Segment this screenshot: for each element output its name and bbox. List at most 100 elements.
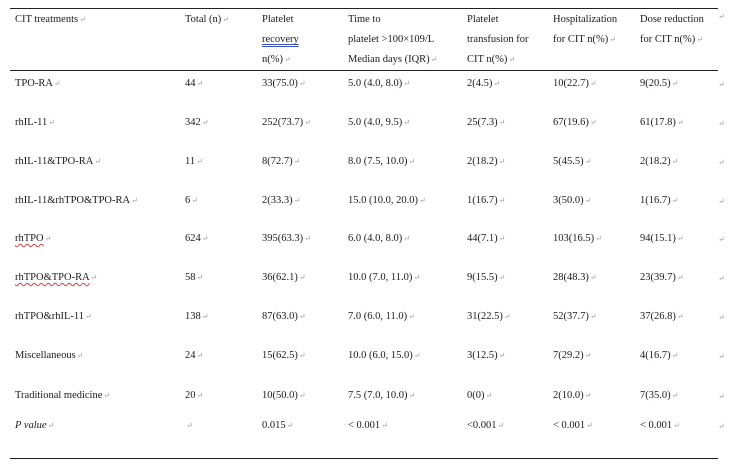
table-row-transfusion: 1(16.7)↵ bbox=[467, 195, 506, 206]
table-row-transfusion: 31(22.5)↵ bbox=[467, 311, 511, 322]
table-row-transfusion: 25(7.3)↵ bbox=[467, 117, 506, 128]
table-row-dose: 94(15.1)↵ bbox=[640, 233, 684, 244]
cell-text: 23(39.7) bbox=[640, 272, 676, 283]
table-row-treatment: rhTPO&rhIL-11↵ bbox=[15, 311, 92, 322]
cell-text: Miscellaneous bbox=[15, 350, 76, 361]
table-row-dose: 23(39.7)↵ bbox=[640, 272, 684, 283]
header-hospitalization: Hospitalization for CIT n(%)↵ bbox=[553, 10, 617, 50]
row-end-mark: ↵ bbox=[718, 235, 725, 244]
table-row-treatment: rhIL-11&TPO-RA↵ bbox=[15, 156, 102, 167]
header-dose-line2-text: for CIT n(%) bbox=[640, 34, 696, 45]
cell-text: 5.0 (4.0, 8.0) bbox=[348, 78, 403, 89]
header-treatment-text: CIT treatments bbox=[15, 14, 79, 25]
cell-text: 624 bbox=[185, 233, 201, 244]
table-row-hospitalization: 7(29.2)↵ bbox=[553, 350, 592, 361]
table-row-treatment: Traditional medicine↵ bbox=[15, 390, 111, 401]
cell-text: 7(29.2) bbox=[553, 350, 584, 361]
header-recovery-line3: n(%)↵ bbox=[262, 54, 291, 65]
header-end-mark: ↵ bbox=[718, 12, 725, 21]
header-hosp-line2-text: for CIT n(%) bbox=[553, 34, 609, 45]
row-end-mark: ↵ bbox=[718, 197, 725, 206]
cell-text: rhTPO bbox=[15, 233, 44, 244]
cell-text: 44 bbox=[185, 78, 196, 89]
cell-text: 67(19.6) bbox=[553, 117, 589, 128]
cell-text: < 0.001 bbox=[640, 420, 673, 431]
header-total-text: Total (n) bbox=[185, 14, 222, 25]
table-row-hospitalization: < 0.001↵ bbox=[553, 420, 593, 431]
cell-text: 10(50.0) bbox=[262, 390, 298, 401]
cell-text: 31(22.5) bbox=[467, 311, 503, 322]
table-row-time: 15.0 (10.0, 20.0)↵ bbox=[348, 195, 426, 206]
table-row-total: 58↵ bbox=[185, 272, 204, 283]
table-row-treatment: rhIL-11&rhTPO&TPO-RA↵ bbox=[15, 195, 138, 206]
header-recovery: Platelet recovery n(%)↵ bbox=[262, 10, 299, 70]
table-row-recovery: 87(63.0)↵ bbox=[262, 311, 306, 322]
cell-text: 10.0 (7.0, 11.0) bbox=[348, 272, 413, 283]
table-row-recovery: 252(73.7)↵ bbox=[262, 117, 311, 128]
header-recovery-line1: Platelet bbox=[262, 14, 294, 25]
table-row-dose: < 0.001↵ bbox=[640, 420, 680, 431]
table-row-treatment: TPO-RA↵ bbox=[15, 78, 61, 89]
table-row-total: 11↵ bbox=[185, 156, 203, 167]
cell-text: 37(26.8) bbox=[640, 311, 676, 322]
table-row-total: 624↵ bbox=[185, 233, 209, 244]
table-row-transfusion: 2(18.2)↵ bbox=[467, 156, 506, 167]
table-row-transfusion: 9(15.5)↵ bbox=[467, 272, 506, 283]
header-time-line1: Time to bbox=[348, 14, 381, 25]
cell-text: 2(33.3) bbox=[262, 195, 293, 206]
cell-text: 1(16.7) bbox=[640, 195, 671, 206]
table-row-time: 7.0 (6.0, 11.0)↵ bbox=[348, 311, 415, 322]
table-row-dose: 61(17.8)↵ bbox=[640, 117, 684, 128]
header-time-line3: Median days (IQR)↵ bbox=[348, 54, 438, 65]
header-recovery-line2: recovery bbox=[262, 30, 299, 50]
table-row-treatment: rhTPO&TPO-RA↵ bbox=[15, 272, 98, 283]
table-row-hospitalization: 52(37.7)↵ bbox=[553, 311, 597, 322]
cell-text: 33(75.0) bbox=[262, 78, 298, 89]
cell-text: rhIL-11&rhTPO&TPO-RA bbox=[15, 195, 131, 206]
row-end-mark: ↵ bbox=[718, 392, 725, 401]
table-row-recovery: 33(75.0)↵ bbox=[262, 78, 306, 89]
cell-text: 6.0 (4.0, 8.0) bbox=[348, 233, 403, 244]
header-dose-line2: for CIT n(%)↵ bbox=[640, 34, 703, 45]
row-end-mark: ↵ bbox=[718, 422, 725, 431]
header-transfusion-line3-text: CIT n(%) bbox=[467, 54, 508, 65]
cell-text: rhIL-11 bbox=[15, 117, 48, 128]
table-row-total: 24↵ bbox=[185, 350, 204, 361]
cell-text: 52(37.7) bbox=[553, 311, 589, 322]
table-row-recovery: 10(50.0)↵ bbox=[262, 390, 306, 401]
table-row-recovery: 36(62.1)↵ bbox=[262, 272, 306, 283]
header-time-line3-text: Median days (IQR) bbox=[348, 54, 430, 65]
table-row-hospitalization: 3(50.0)↵ bbox=[553, 195, 592, 206]
table-row-dose: 37(26.8)↵ bbox=[640, 311, 684, 322]
cell-text: 44(7.1) bbox=[467, 233, 498, 244]
cell-text: 94(15.1) bbox=[640, 233, 676, 244]
table-row-hospitalization: 67(19.6)↵ bbox=[553, 117, 597, 128]
cell-text: 2(4.5) bbox=[467, 78, 493, 89]
table-row-total: 20↵ bbox=[185, 390, 204, 401]
table-row-total: 342↵ bbox=[185, 117, 209, 128]
table-row-hospitalization: 5(45.5)↵ bbox=[553, 156, 592, 167]
cell-text: 58 bbox=[185, 272, 196, 283]
table-row-dose: 7(35.0)↵ bbox=[640, 390, 679, 401]
header-hosp-line2: for CIT n(%)↵ bbox=[553, 34, 616, 45]
cell-text: < 0.001 bbox=[553, 420, 586, 431]
cell-text: 342 bbox=[185, 117, 201, 128]
table-row-time: 6.0 (4.0, 8.0)↵ bbox=[348, 233, 410, 244]
table-row-hospitalization: 2(10.0)↵ bbox=[553, 390, 592, 401]
cell-text: 20 bbox=[185, 390, 196, 401]
table-row-time: 10.0 (6.0, 15.0)↵ bbox=[348, 350, 421, 361]
header-dose: Dose reduction for CIT n(%)↵ bbox=[640, 10, 704, 50]
table-row-hospitalization: 28(48.3)↵ bbox=[553, 272, 597, 283]
cell-text: 15.0 (10.0, 20.0) bbox=[348, 195, 418, 206]
cell-text: 87(63.0) bbox=[262, 311, 298, 322]
table-row-treatment: Miscellaneous↵ bbox=[15, 350, 84, 361]
table-row-transfusion: 44(7.1)↵ bbox=[467, 233, 506, 244]
table-row-treatment: rhTPO↵ bbox=[15, 233, 52, 244]
header-hosp-line1: Hospitalization bbox=[553, 14, 618, 25]
table-row-total: 138↵ bbox=[185, 311, 209, 322]
header-dose-line1: Dose reduction bbox=[640, 14, 704, 25]
header-recovery-line3-text: n(%) bbox=[262, 54, 283, 65]
cell-text: 9(20.5) bbox=[640, 78, 671, 89]
table-bottom-rule bbox=[10, 458, 718, 459]
